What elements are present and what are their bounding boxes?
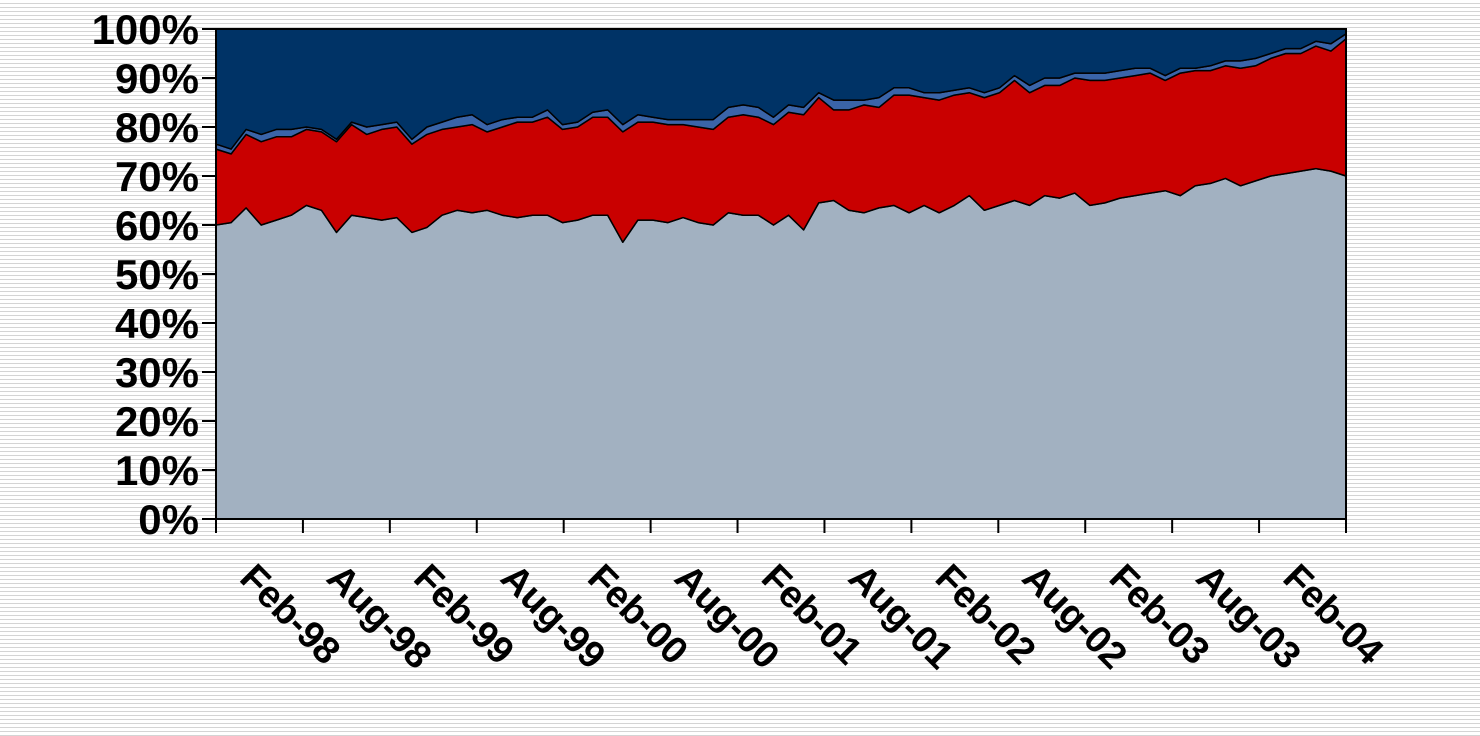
y-tick-label: 10% [115, 447, 199, 494]
area-series-group [215, 28, 1347, 520]
y-tick-label: 20% [115, 398, 199, 445]
y-tick-label: 40% [115, 300, 199, 347]
y-tick-label: 80% [115, 104, 199, 151]
y-tick-label: 0% [138, 496, 199, 543]
y-tick-label: 100% [92, 6, 199, 53]
y-tick-label: 30% [115, 349, 199, 396]
area-series-1 [215, 167, 1347, 520]
y-tick-label: 60% [115, 202, 199, 249]
y-tick-label: 50% [115, 251, 199, 298]
y-tick-label: 70% [115, 153, 199, 200]
y-tick-label: 90% [115, 55, 199, 102]
